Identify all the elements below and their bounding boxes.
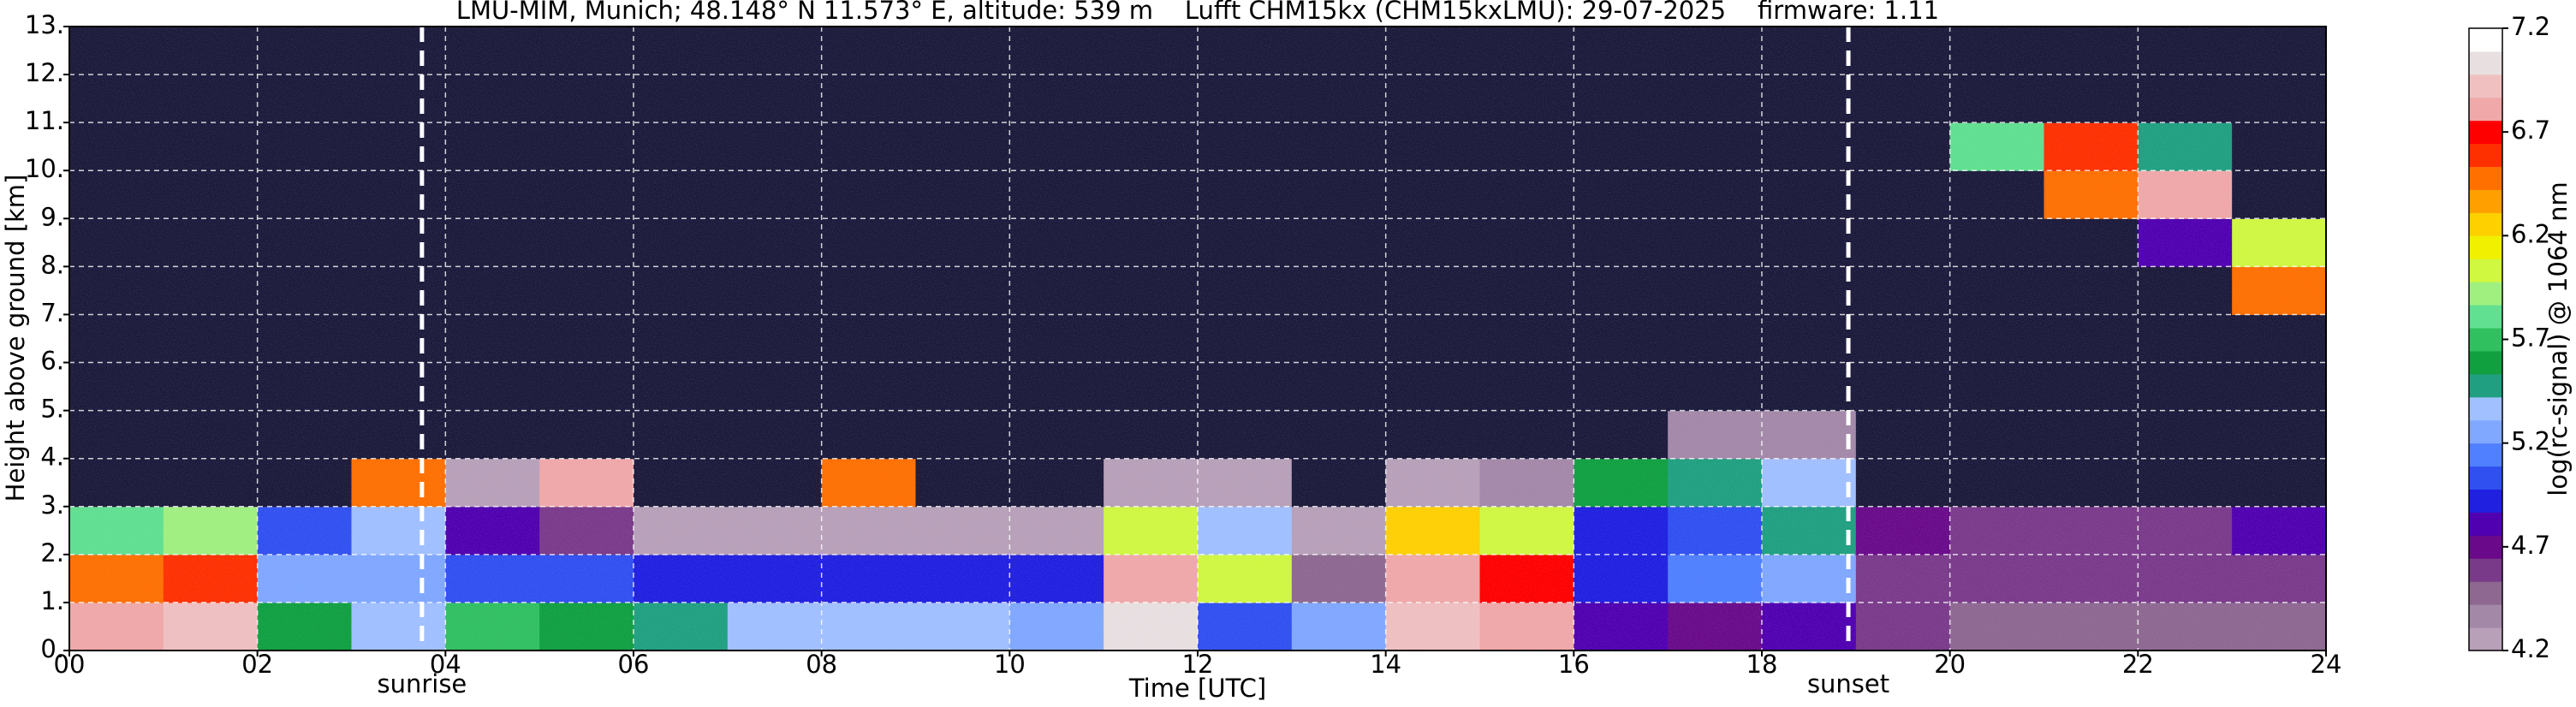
colorbar-swatch xyxy=(2469,373,2502,398)
y-tick-label: 0. xyxy=(40,634,64,663)
x-tick-label: 00 xyxy=(54,650,86,679)
colorbar-swatch xyxy=(2469,143,2502,168)
y-tick-label: 11. xyxy=(25,106,64,135)
colorbar-swatch xyxy=(2469,235,2502,259)
colorbar-swatch xyxy=(2469,305,2502,329)
colorbar-swatch xyxy=(2469,120,2502,145)
y-tick-label: 13. xyxy=(25,10,64,39)
x-tick-label: 10 xyxy=(994,650,1026,679)
colorbar-swatch xyxy=(2469,535,2502,559)
colorbar-label: log(rc-signal) @ 1064 nm xyxy=(2543,181,2573,496)
colorbar-swatch xyxy=(2469,166,2502,190)
x-tick-label: 04 xyxy=(430,650,461,679)
x-tick-label: 18 xyxy=(1746,650,1778,679)
colorbar-swatch xyxy=(2469,512,2502,536)
event-label: sunset xyxy=(1807,669,1889,698)
event-label: sunrise xyxy=(377,669,467,698)
colorbar-swatch xyxy=(2469,443,2502,467)
y-tick-label: 4. xyxy=(40,443,64,472)
colorbar-swatch xyxy=(2469,189,2502,213)
x-tick-label: 02 xyxy=(241,650,273,679)
colorbar-swatch xyxy=(2469,489,2502,513)
colorbar-swatch xyxy=(2469,419,2502,444)
colorbar-swatch xyxy=(2469,282,2502,306)
colorbar-tick-label: 5.7 xyxy=(2511,324,2550,353)
y-tick-label: 8. xyxy=(40,250,64,279)
colorbar-swatch xyxy=(2469,396,2502,421)
colorbar-swatch xyxy=(2469,50,2502,75)
colorbar-swatch xyxy=(2469,466,2502,490)
colorbar-tick-label: 4.7 xyxy=(2511,531,2550,560)
y-tick-label: 6. xyxy=(40,347,64,376)
colorbar-tick-label: 6.2 xyxy=(2511,219,2550,248)
colorbar-swatch xyxy=(2469,350,2502,375)
colorbar-swatch xyxy=(2469,558,2502,582)
colorbar-swatch xyxy=(2469,97,2502,122)
colorbar-swatch xyxy=(2469,581,2502,605)
y-tick-label: 2. xyxy=(40,538,64,567)
x-axis-label: Time [UTC] xyxy=(1128,674,1266,703)
y-tick-label: 5. xyxy=(40,395,64,424)
colorbar-tick-label: 7.2 xyxy=(2511,12,2550,41)
colorbar-swatch xyxy=(2469,212,2502,236)
y-tick-label: 9. xyxy=(40,202,64,231)
colorbar-swatch xyxy=(2469,258,2502,282)
y-tick-label: 10. xyxy=(25,154,64,183)
x-tick-label: 22 xyxy=(2122,650,2154,679)
x-tick-label: 16 xyxy=(1558,650,1590,679)
x-tick-label: 20 xyxy=(1934,650,1966,679)
chart-title: LMU-MIM, Munich; 48.148° N 11.573° E, al… xyxy=(456,0,1939,25)
y-tick-label: 1. xyxy=(40,586,64,615)
colorbar-tick-label: 5.2 xyxy=(2511,427,2550,456)
colorbar-tick-label: 6.7 xyxy=(2511,116,2550,145)
x-tick-label: 08 xyxy=(806,650,837,679)
y-tick-label: 7. xyxy=(40,298,64,327)
colorbar-swatch xyxy=(2469,604,2502,628)
y-axis-label: Height above ground [km] xyxy=(1,175,30,502)
x-tick-label: 06 xyxy=(618,650,650,679)
x-tick-label: 24 xyxy=(2311,650,2342,679)
colorbar-swatch xyxy=(2469,28,2502,52)
colorbar-swatch xyxy=(2469,74,2502,98)
colorbar-swatch xyxy=(2469,627,2502,651)
y-tick-label: 3. xyxy=(40,490,64,520)
x-tick-label: 14 xyxy=(1370,650,1401,679)
y-tick-label: 12. xyxy=(25,58,64,87)
colorbar-swatch xyxy=(2469,328,2502,352)
x-tick-label: 12 xyxy=(1182,650,1214,679)
colorbar-tick-label: 4.2 xyxy=(2511,634,2550,663)
